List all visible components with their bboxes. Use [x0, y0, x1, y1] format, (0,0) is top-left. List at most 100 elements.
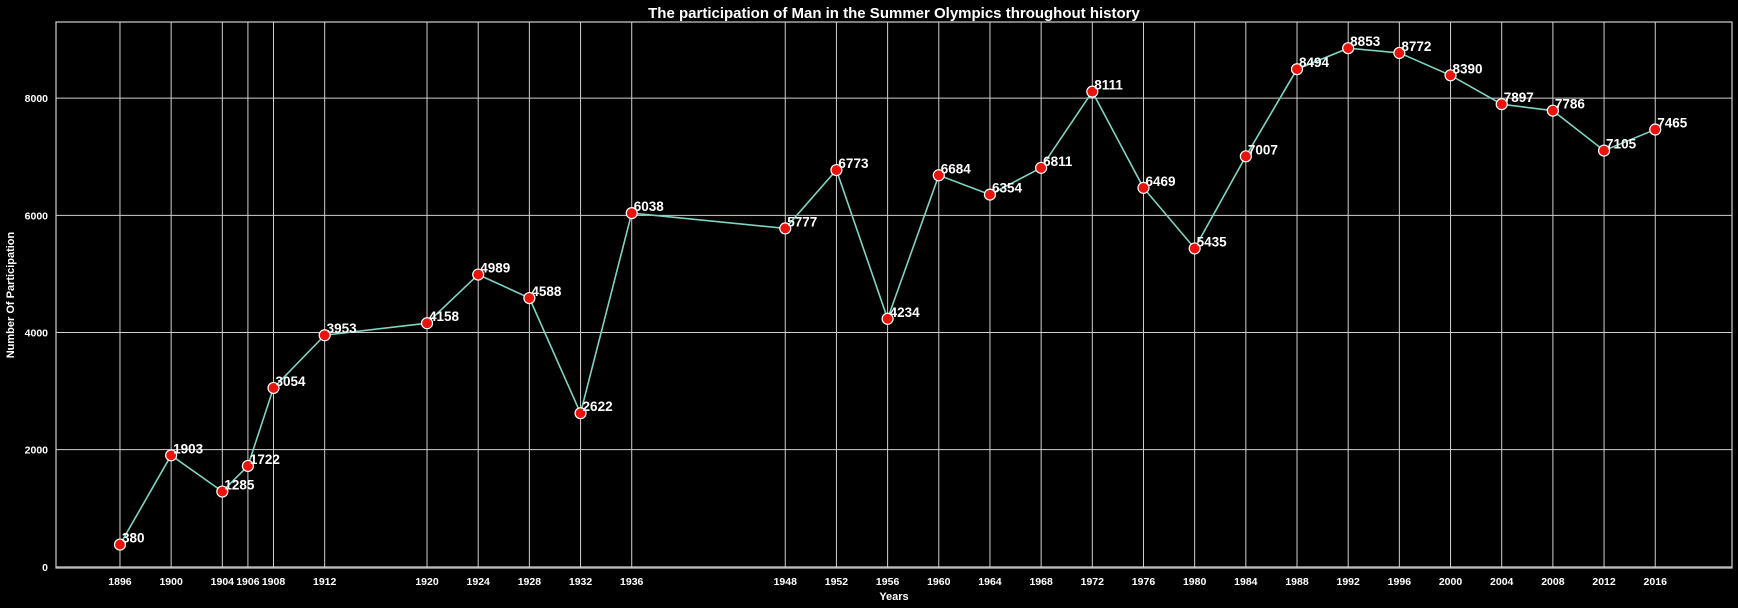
x-tick-label: 2000 — [1439, 576, 1463, 588]
x-tick-label: 1900 — [159, 576, 183, 588]
grid — [56, 22, 1732, 568]
data-label: 4588 — [531, 284, 562, 299]
data-label: 6811 — [1043, 154, 1073, 169]
data-point — [932, 169, 945, 182]
data-label: 5777 — [787, 214, 817, 229]
data-label: 6773 — [838, 156, 869, 171]
x-tick-label: 1996 — [1388, 576, 1412, 588]
x-tick-label: 1912 — [313, 576, 337, 588]
data-point — [1495, 98, 1508, 111]
data-label: 8111 — [1094, 78, 1123, 93]
data-label: 8390 — [1453, 61, 1483, 76]
x-tick-label: 1964 — [978, 576, 1002, 588]
data-point — [1188, 242, 1201, 255]
data-label: 5435 — [1197, 234, 1228, 249]
data-label: 6354 — [992, 181, 1023, 196]
data-points — [113, 42, 1662, 551]
x-tick-label: 1906 — [236, 576, 260, 588]
data-point — [625, 207, 638, 220]
y-tick-label: 6000 — [25, 210, 49, 222]
data-point — [267, 381, 280, 395]
y-axis-ticks: 0 2000 4000 6000 8000 — [25, 93, 49, 574]
data-point — [1290, 63, 1304, 76]
data-label: 3953 — [327, 321, 358, 336]
data-label: 6469 — [1145, 174, 1175, 189]
x-tick-label: 2004 — [1490, 576, 1514, 588]
data-point — [318, 329, 331, 342]
data-label: 8853 — [1350, 34, 1381, 49]
data-point — [830, 163, 843, 177]
x-axis-label: Years — [879, 591, 908, 603]
data-point — [1546, 104, 1559, 117]
data-point — [165, 449, 178, 462]
x-tick-label: 1988 — [1285, 576, 1309, 588]
data-label: 8772 — [1401, 39, 1431, 54]
data-point — [881, 312, 894, 325]
x-tick-label: 2012 — [1592, 576, 1616, 588]
x-axis-ticks: 1896 1900 1904 1906 1908 1912 1920 1924 1928 1932… — [108, 576, 1667, 588]
data-label: 1903 — [173, 441, 204, 456]
x-tick-label: 1956 — [876, 576, 900, 588]
data-label: 7897 — [1504, 90, 1534, 105]
y-tick-label: 2000 — [25, 445, 49, 457]
data-label: 7786 — [1555, 97, 1586, 112]
data-point — [216, 485, 229, 498]
data-point — [1649, 123, 1662, 136]
x-tick-label: 2016 — [1644, 576, 1668, 588]
x-tick-label: 2008 — [1541, 576, 1565, 588]
x-tick-label: 1908 — [262, 576, 286, 588]
y-tick-label: 0 — [42, 562, 48, 574]
data-point — [1342, 42, 1355, 55]
x-tick-label: 1948 — [774, 576, 798, 588]
data-point — [1444, 69, 1457, 82]
data-label: 1722 — [250, 452, 280, 467]
data-label: 3054 — [275, 374, 306, 389]
data-point — [420, 317, 434, 330]
data-point — [113, 538, 127, 551]
y-tick-label: 8000 — [25, 93, 49, 105]
data-label: 2622 — [583, 399, 613, 414]
data-label: 380 — [122, 531, 145, 546]
x-tick-label: 1980 — [1183, 576, 1207, 588]
y-tick-label: 4000 — [25, 327, 49, 339]
data-label: 4989 — [480, 261, 510, 276]
data-point — [472, 268, 485, 281]
data-labels: 380 1903 1285 1722 3054 3953 4158 4989 4588 2622 6… — [122, 34, 1688, 545]
x-tick-label: 1984 — [1234, 576, 1258, 588]
x-tick-label: 1932 — [569, 576, 593, 588]
data-label: 8494 — [1299, 55, 1330, 70]
x-tick-label: 1904 — [211, 576, 235, 588]
x-tick-label: 1924 — [467, 576, 491, 588]
x-tick-label: 1972 — [1081, 576, 1105, 588]
data-point — [1035, 161, 1048, 174]
x-tick-label: 1928 — [518, 576, 542, 588]
data-label: 4158 — [429, 309, 460, 324]
data-point — [1086, 85, 1099, 98]
data-point — [1393, 46, 1406, 60]
chart-title: The participation of Man in the Summer O… — [648, 5, 1140, 22]
x-tick-label: 1920 — [415, 576, 439, 588]
x-tick-label: 1960 — [927, 576, 951, 588]
data-label: 4234 — [890, 305, 921, 320]
data-label: 6684 — [941, 161, 972, 176]
data-point — [1137, 181, 1150, 194]
data-point — [241, 459, 255, 473]
x-tick-label: 1936 — [620, 576, 644, 588]
data-label: 7465 — [1657, 116, 1688, 131]
plot-frame — [55, 21, 1733, 569]
data-point — [1239, 150, 1252, 163]
x-tick-label: 1896 — [108, 576, 132, 588]
x-tick-label: 1992 — [1337, 576, 1361, 588]
y-axis-label: Number Of Participation — [5, 231, 17, 358]
data-point — [574, 407, 587, 420]
x-tick-label: 1976 — [1132, 576, 1156, 588]
data-point — [983, 188, 997, 201]
x-tick-label: 1952 — [825, 576, 849, 588]
data-point — [1597, 144, 1611, 157]
data-label: 7007 — [1248, 142, 1278, 157]
data-label: 7105 — [1606, 137, 1637, 152]
data-point — [779, 222, 792, 235]
x-tick-label: 1968 — [1029, 576, 1053, 588]
data-label: 1285 — [224, 478, 255, 493]
